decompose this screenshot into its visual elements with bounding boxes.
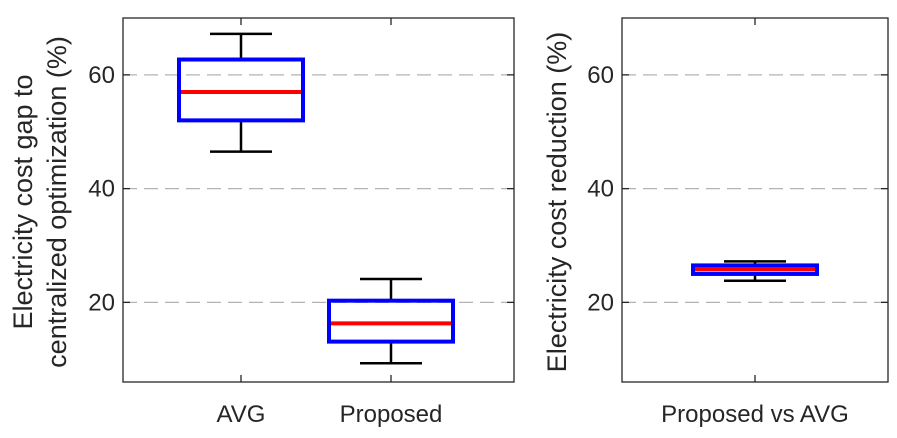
y-tick-label: 40 <box>88 176 115 203</box>
axes-frame <box>122 17 515 383</box>
x-tick-label: Proposed <box>340 401 443 428</box>
y-axis-label: Electricity cost gap to <box>8 74 38 329</box>
box-body <box>691 263 819 276</box>
box-proposed-vs-avg <box>691 260 819 283</box>
x-tick-label: AVG <box>217 401 266 428</box>
box-avg <box>177 32 305 153</box>
box-body <box>177 57 305 123</box>
y-tick-label: 20 <box>587 289 614 316</box>
box-body <box>327 298 455 344</box>
box-proposed <box>327 277 455 365</box>
y-axis-label: centralized optimization (%) <box>42 36 72 368</box>
chart-panel-2: 20 40 60 Proposed vs AVG Electricity cost re… <box>542 17 889 428</box>
axes-frame <box>621 17 889 383</box>
y-axis-label: Electricity cost reduction (%) <box>542 32 572 373</box>
x-tick-label: Proposed vs AVG <box>661 401 849 428</box>
y-tick-label: 60 <box>587 62 614 89</box>
y-tick-label: 40 <box>587 176 614 203</box>
y-tick-label: 60 <box>88 62 115 89</box>
y-tick-label: 20 <box>88 289 115 316</box>
chart-panel-1: 20 40 60 AVG Proposed Electricity cost gap to… <box>8 17 515 428</box>
